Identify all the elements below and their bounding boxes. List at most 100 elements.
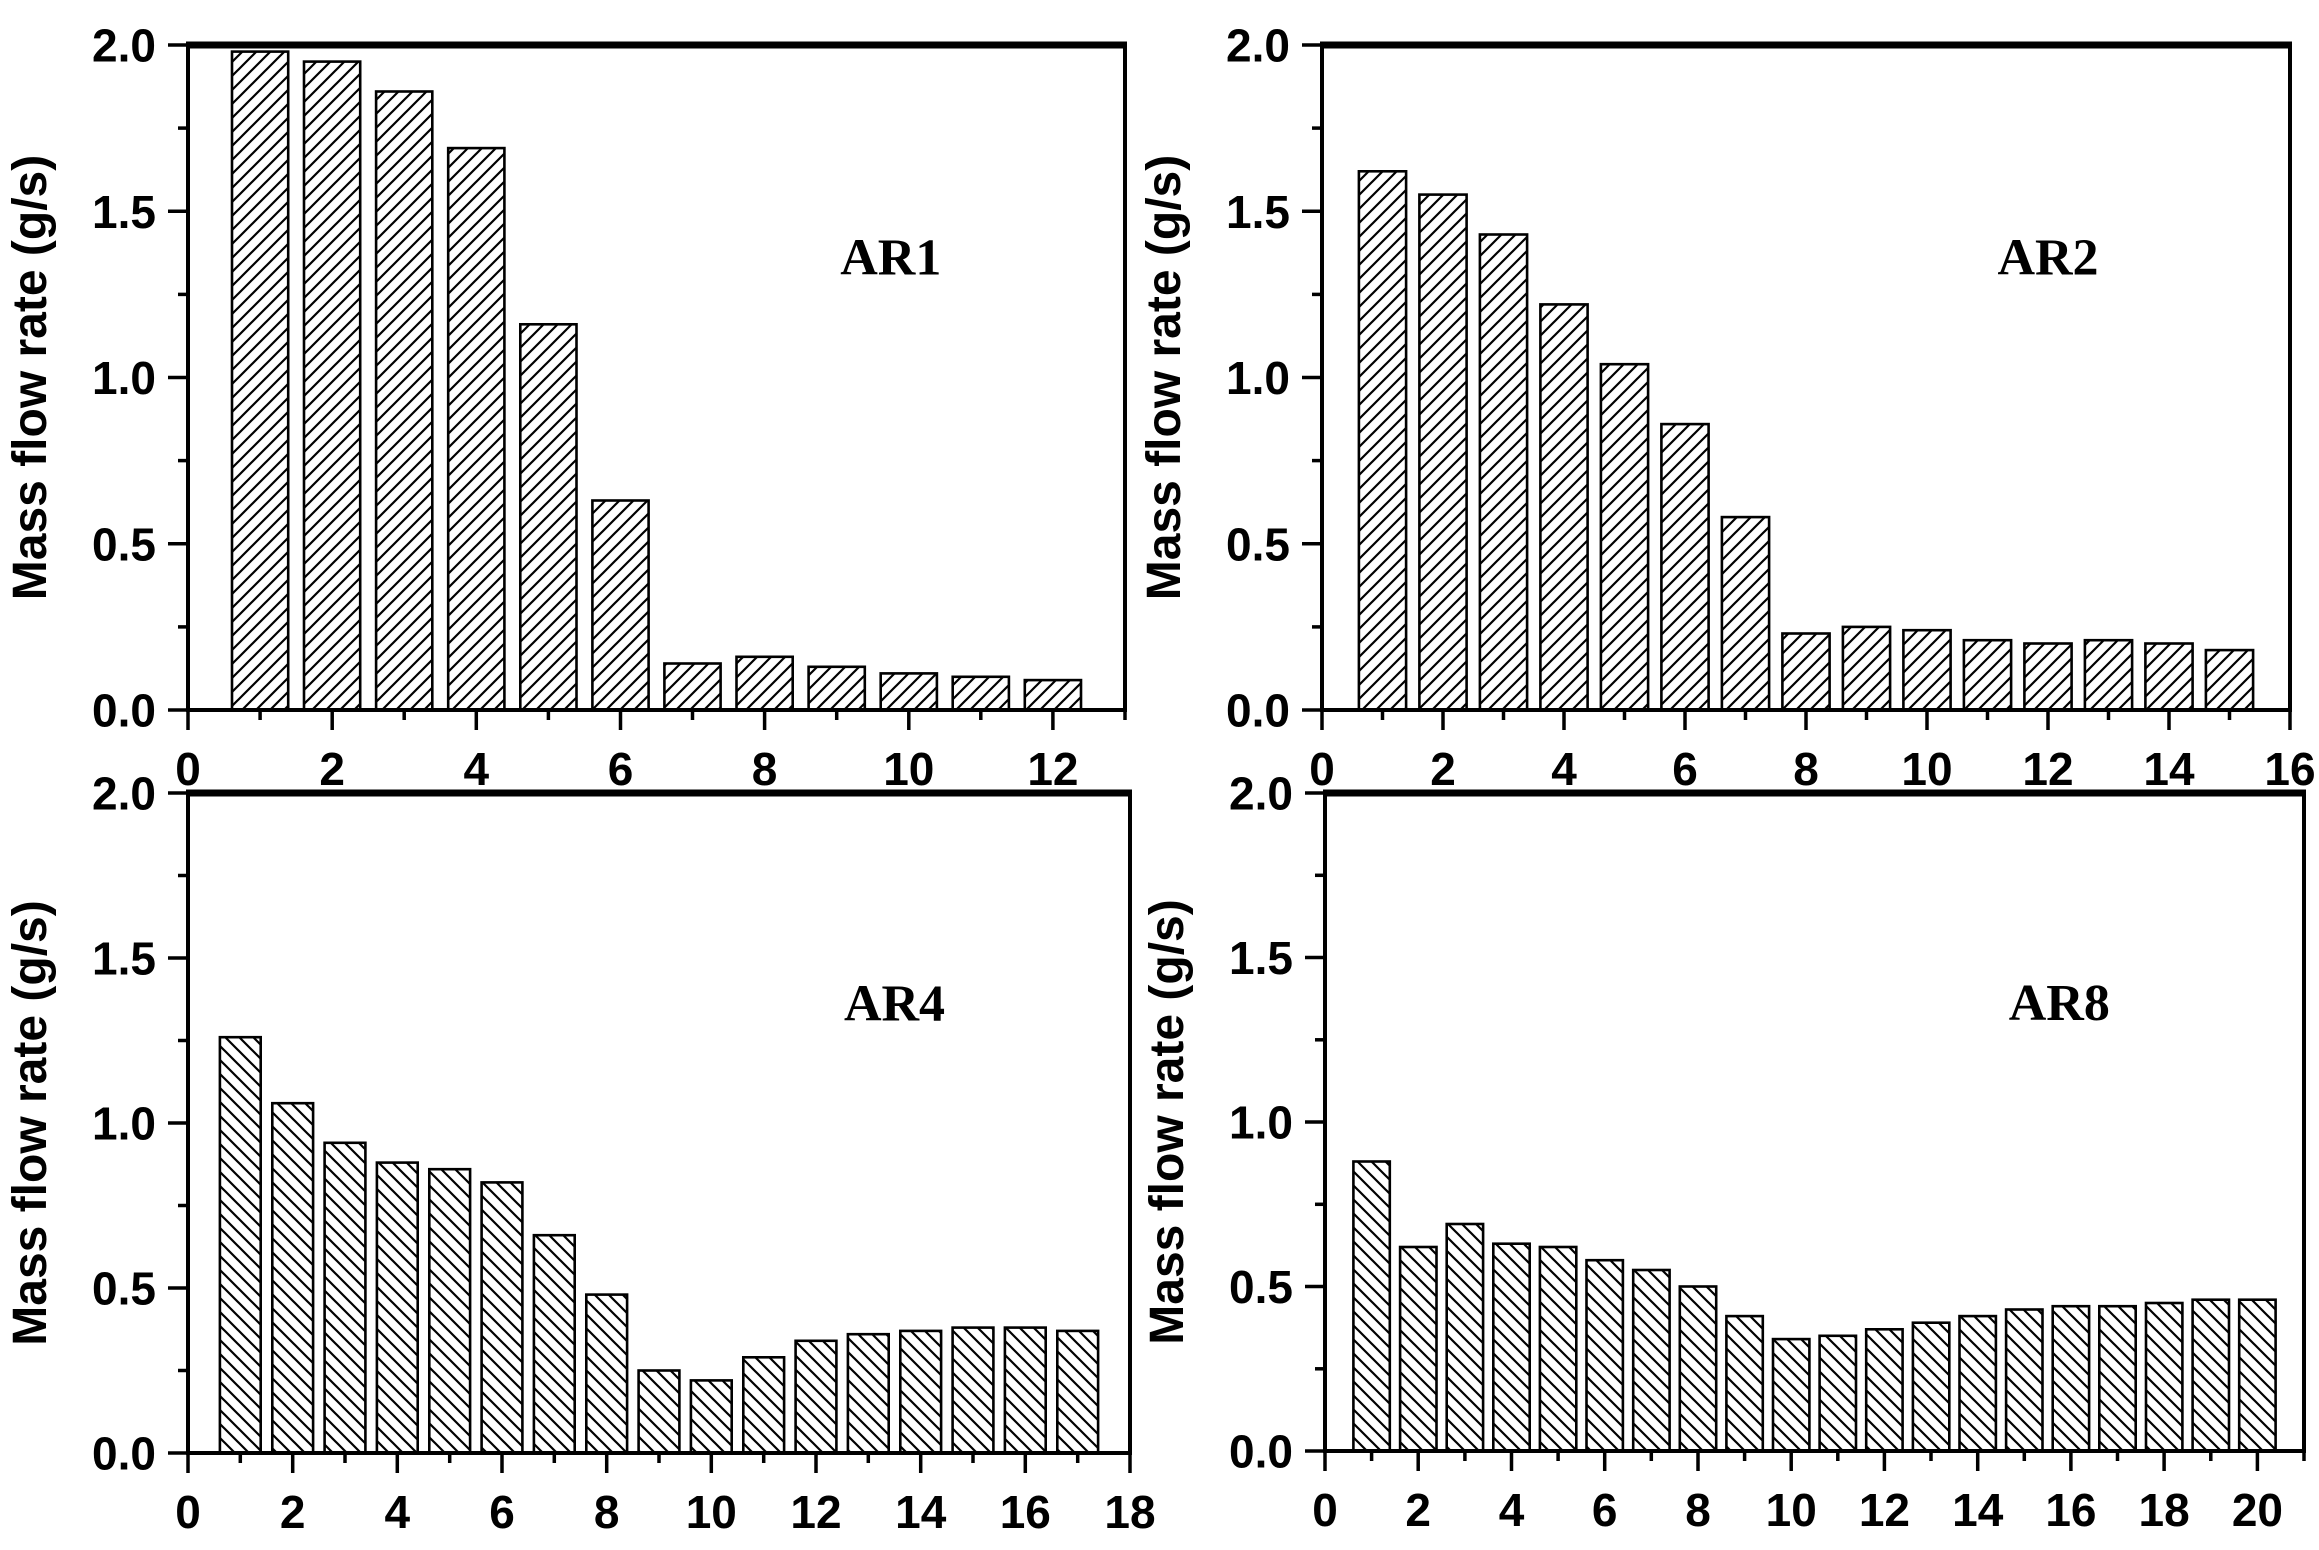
bar — [898, 1329, 943, 1455]
bar — [480, 1181, 524, 1455]
y-tick-label: 1.5 — [1229, 932, 1293, 984]
bar — [375, 1161, 419, 1455]
x-tick-label: 10 — [1766, 1484, 1817, 1536]
x-tick-label: 12 — [790, 1486, 841, 1538]
panel-title: AR2 — [1997, 229, 2098, 286]
bar — [374, 90, 434, 712]
x-tick-label: 18 — [2139, 1484, 2190, 1536]
bar — [1538, 1245, 1578, 1453]
bar — [1631, 1268, 1671, 1453]
bar — [591, 499, 650, 712]
y-tick-label: 1.0 — [1226, 352, 1290, 404]
bar — [2191, 1298, 2231, 1453]
bar — [518, 322, 578, 712]
bar — [735, 655, 795, 712]
y-axis-title: Mass flow rate (g/s) — [1138, 155, 1191, 600]
x-tick-label: 4 — [1551, 743, 1577, 795]
bar — [1352, 1160, 1392, 1453]
bar — [1023, 678, 1083, 712]
bar — [846, 1332, 891, 1455]
bar — [2051, 1304, 2091, 1453]
y-tick-label: 1.0 — [92, 1098, 156, 1150]
x-tick-label: 10 — [883, 743, 934, 795]
x-tick-label: 10 — [1901, 743, 1952, 795]
y-tick-label: 1.0 — [92, 352, 156, 404]
x-tick-label: 2 — [1430, 743, 1456, 795]
bar — [2144, 1301, 2184, 1453]
bar — [2204, 648, 2255, 712]
x-tick-label: 8 — [1685, 1484, 1711, 1536]
bar — [794, 1339, 838, 1455]
bar — [1660, 422, 1710, 712]
x-tick-label: 12 — [1027, 743, 1078, 795]
bar — [1539, 303, 1589, 712]
x-tick-label: 0 — [1309, 743, 1335, 795]
bar — [1841, 625, 1892, 712]
bar — [323, 1141, 367, 1455]
bar — [1599, 362, 1650, 712]
y-axis-title: Mass flow rate (g/s) — [4, 900, 57, 1345]
x-tick-label: 2 — [1405, 1484, 1431, 1536]
y-tick-label: 0.0 — [1226, 685, 1290, 737]
panel-title: AR8 — [2009, 975, 2110, 1032]
y-axis-title: Mass flow rate (g/s) — [1141, 899, 1194, 1344]
x-tick-label: 16 — [2045, 1484, 2096, 1536]
y-tick-label: 1.0 — [1229, 1097, 1293, 1149]
y-tick-label: 0.0 — [92, 685, 156, 737]
x-tick-label: 12 — [1859, 1484, 1910, 1536]
bar — [1962, 638, 2013, 712]
panel-title: AR1 — [840, 229, 941, 286]
x-tick-label: 10 — [686, 1486, 737, 1538]
bar — [879, 672, 939, 712]
chart-ar4: 0.0 0.5 1.0 1.5 2.0 0 2 4 6 8 10 12 14 16 18 Mass flow … — [4, 768, 1156, 1538]
bar — [1056, 1329, 1100, 1455]
bar — [1818, 1334, 1858, 1453]
x-tick-label: 6 — [1592, 1484, 1618, 1536]
bar — [1864, 1328, 1904, 1453]
bar — [1445, 1222, 1485, 1453]
x-tick-label: 4 — [464, 743, 490, 795]
x-tick-label: 2 — [280, 1486, 306, 1538]
x-tick-label: 14 — [2143, 743, 2195, 795]
bar — [1418, 193, 1468, 712]
bar — [1678, 1285, 1718, 1453]
y-tick-label: 1.5 — [92, 933, 156, 985]
y-tick-label: 0.5 — [92, 518, 156, 570]
x-tick-label: 4 — [1499, 1484, 1525, 1536]
bar — [302, 60, 362, 712]
bar — [230, 50, 290, 712]
bar — [1357, 170, 1408, 712]
x-tick-label: 2 — [319, 743, 345, 795]
bar — [532, 1233, 577, 1455]
bar — [807, 665, 867, 712]
x-tick-label: 8 — [594, 1486, 620, 1538]
x-tick-label: 20 — [2232, 1484, 2283, 1536]
bar — [2004, 1308, 2044, 1453]
bar — [446, 146, 506, 712]
bar — [1585, 1258, 1625, 1453]
bar — [1492, 1242, 1532, 1453]
x-tick-label: 4 — [385, 1486, 411, 1538]
y-tick-label: 2.0 — [1229, 768, 1293, 820]
bar — [1478, 233, 1529, 712]
chart-ar1: 0.0 0.5 1.0 1.5 2.0 0 2 4 6 8 10 12 Mass flow rate (… — [4, 20, 1127, 795]
x-tick-label: 6 — [489, 1486, 515, 1538]
bar — [2098, 1304, 2138, 1453]
y-tick-label: 1.5 — [1226, 186, 1290, 238]
y-tick-label: 0.0 — [1229, 1426, 1293, 1478]
x-tick-label: 0 — [175, 1486, 201, 1538]
panel-title: AR4 — [844, 976, 945, 1033]
bar — [1781, 632, 1831, 712]
y-tick-label: 0.0 — [92, 1428, 156, 1480]
chart-ar8: 0.0 0.5 1.0 1.5 2.0 0 2 4 6 8 10 12 14 16 18 20 Mass flo… — [1141, 768, 2306, 1536]
bar — [218, 1035, 262, 1455]
bar — [1958, 1314, 1998, 1453]
bar — [741, 1356, 786, 1455]
y-axis-title: Mass flow rate (g/s) — [4, 155, 57, 600]
bar — [427, 1167, 472, 1455]
bar — [951, 1326, 995, 1455]
bar — [689, 1379, 734, 1455]
x-tick-label: 12 — [2022, 743, 2073, 795]
